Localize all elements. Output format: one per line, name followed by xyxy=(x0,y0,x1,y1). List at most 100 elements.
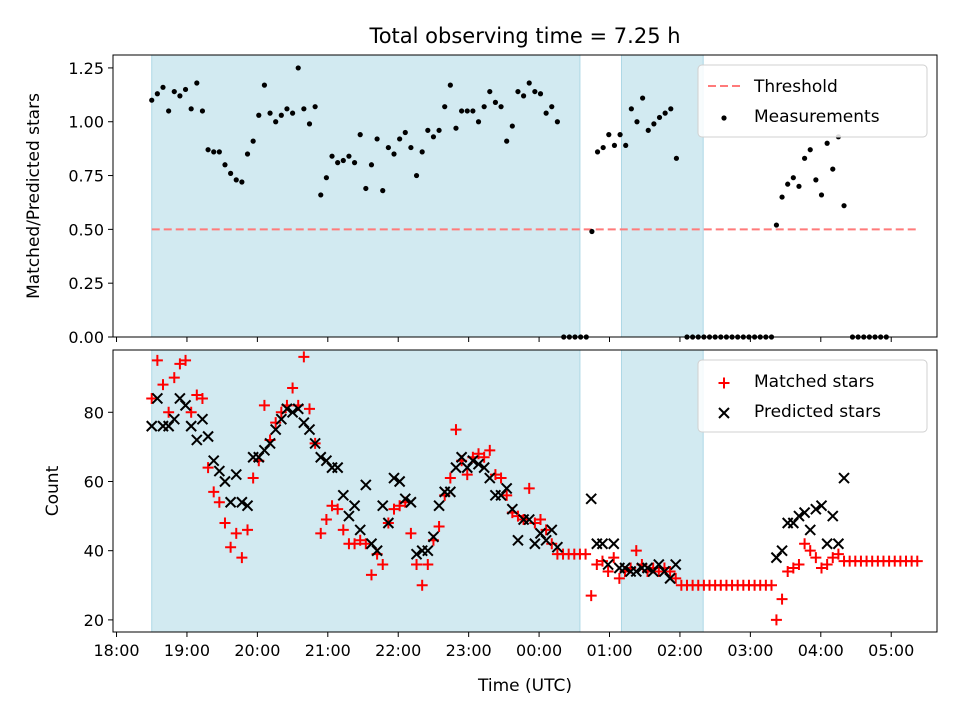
matched-point xyxy=(320,514,332,526)
measurement-point xyxy=(475,119,482,125)
measurement-point xyxy=(312,104,318,110)
x-tick-label: 19:00 xyxy=(164,641,210,660)
measurement-point xyxy=(284,106,290,112)
x-tick-label: 03:00 xyxy=(727,641,773,660)
axes-frame xyxy=(112,54,938,338)
predicted-point xyxy=(793,510,805,522)
y-tick-label: 0.50 xyxy=(68,220,104,239)
matched-point xyxy=(630,545,642,557)
legend-measurement-swatch xyxy=(721,115,727,121)
series-measurements xyxy=(149,65,889,340)
x-axis-label: Time (UTC) xyxy=(477,676,572,696)
matched-point xyxy=(523,482,535,494)
measurement-point xyxy=(205,147,211,153)
measurement-point xyxy=(801,155,808,161)
measurement-point xyxy=(459,108,465,114)
matched-point xyxy=(354,534,366,546)
matched-point xyxy=(270,417,282,429)
matched-point xyxy=(151,354,163,366)
measurement-point xyxy=(645,127,651,133)
matched-point xyxy=(585,590,597,602)
predicted-point xyxy=(343,510,355,522)
legend: Matched stars Predicted stars xyxy=(697,359,928,433)
matched-point xyxy=(782,565,794,577)
measurement-point xyxy=(397,136,403,142)
y-axis-label: Count xyxy=(43,465,63,516)
measurement-point xyxy=(464,108,470,114)
measurement-point xyxy=(160,84,166,90)
y-tick-label: 80 xyxy=(84,403,104,422)
matched-point xyxy=(540,524,552,536)
matched-point xyxy=(804,545,816,557)
predicted-point xyxy=(275,413,288,425)
bottom-panel: 20 40 60 80 18:00 19:00 20:00 21:00 22:00 23:00 00… xyxy=(43,349,938,660)
predicted-point xyxy=(827,510,839,522)
matched-point xyxy=(461,469,473,481)
measurement-point xyxy=(273,119,279,125)
measurement-point xyxy=(408,144,414,151)
matched-point xyxy=(484,444,496,456)
y-axis-label: Matched/Predicted stars xyxy=(24,93,44,299)
matched-point xyxy=(832,548,844,560)
matched-point xyxy=(219,517,231,529)
matched-point xyxy=(247,472,259,484)
y-tick-label: 1.25 xyxy=(68,59,104,78)
matched-point xyxy=(827,552,839,564)
measurement-point xyxy=(611,142,618,149)
predicted-point xyxy=(382,517,395,529)
matched-point xyxy=(608,552,620,564)
y-tick-label: 40 xyxy=(84,542,104,561)
measurement-point xyxy=(785,181,791,187)
measurement-point xyxy=(841,203,847,209)
measurement-point xyxy=(549,104,555,110)
matched-point xyxy=(180,354,192,366)
measurement-point xyxy=(606,132,612,138)
measurement-point xyxy=(188,106,194,112)
top-panel: 0.00 0.25 0.50 0.75 1.00 1.25 Matched/Predicte… xyxy=(24,54,938,347)
matched-point xyxy=(388,503,400,515)
predicted-point xyxy=(821,538,833,550)
predicted-point xyxy=(472,458,485,470)
measurement-point xyxy=(171,88,177,95)
matched-point xyxy=(185,406,197,418)
matched-point xyxy=(489,469,501,481)
measurement-point xyxy=(436,127,442,133)
matched-point xyxy=(191,389,203,401)
measurement-point xyxy=(380,188,386,194)
measurement-point xyxy=(487,88,493,95)
matched-point xyxy=(225,541,237,553)
matched-point xyxy=(326,500,338,512)
predicted-point xyxy=(512,534,524,547)
measurement-point xyxy=(222,162,228,168)
predicted-point xyxy=(444,486,457,498)
legend-label: Matched stars xyxy=(754,372,874,392)
predicted-point xyxy=(630,565,642,578)
predicted-point xyxy=(832,538,845,550)
y-tick-label: 20 xyxy=(84,611,104,630)
matched-point xyxy=(416,579,428,591)
matched-point xyxy=(815,562,827,574)
measurement-point xyxy=(267,110,273,116)
measurement-point xyxy=(617,132,623,138)
matched-point xyxy=(810,552,822,564)
measurement-point xyxy=(425,127,431,133)
predicted-point xyxy=(433,499,445,512)
measurement-point xyxy=(244,151,251,157)
matched-point xyxy=(450,424,462,436)
matched-point xyxy=(230,527,242,539)
predicted-point xyxy=(360,479,372,491)
predicted-point xyxy=(388,472,400,484)
predicted-point xyxy=(500,482,513,495)
measurement-point xyxy=(385,144,391,151)
predicted-point xyxy=(838,472,850,484)
predicted-point xyxy=(540,534,552,547)
matched-point xyxy=(275,406,287,418)
measurement-point xyxy=(543,110,549,116)
matched-point xyxy=(287,382,299,394)
predicted-point xyxy=(410,548,423,560)
measurement-point xyxy=(532,88,538,95)
x-tick-label: 22:00 xyxy=(375,641,421,660)
matched-point xyxy=(653,565,665,577)
measurement-point xyxy=(640,95,646,101)
matched-point xyxy=(546,538,558,550)
